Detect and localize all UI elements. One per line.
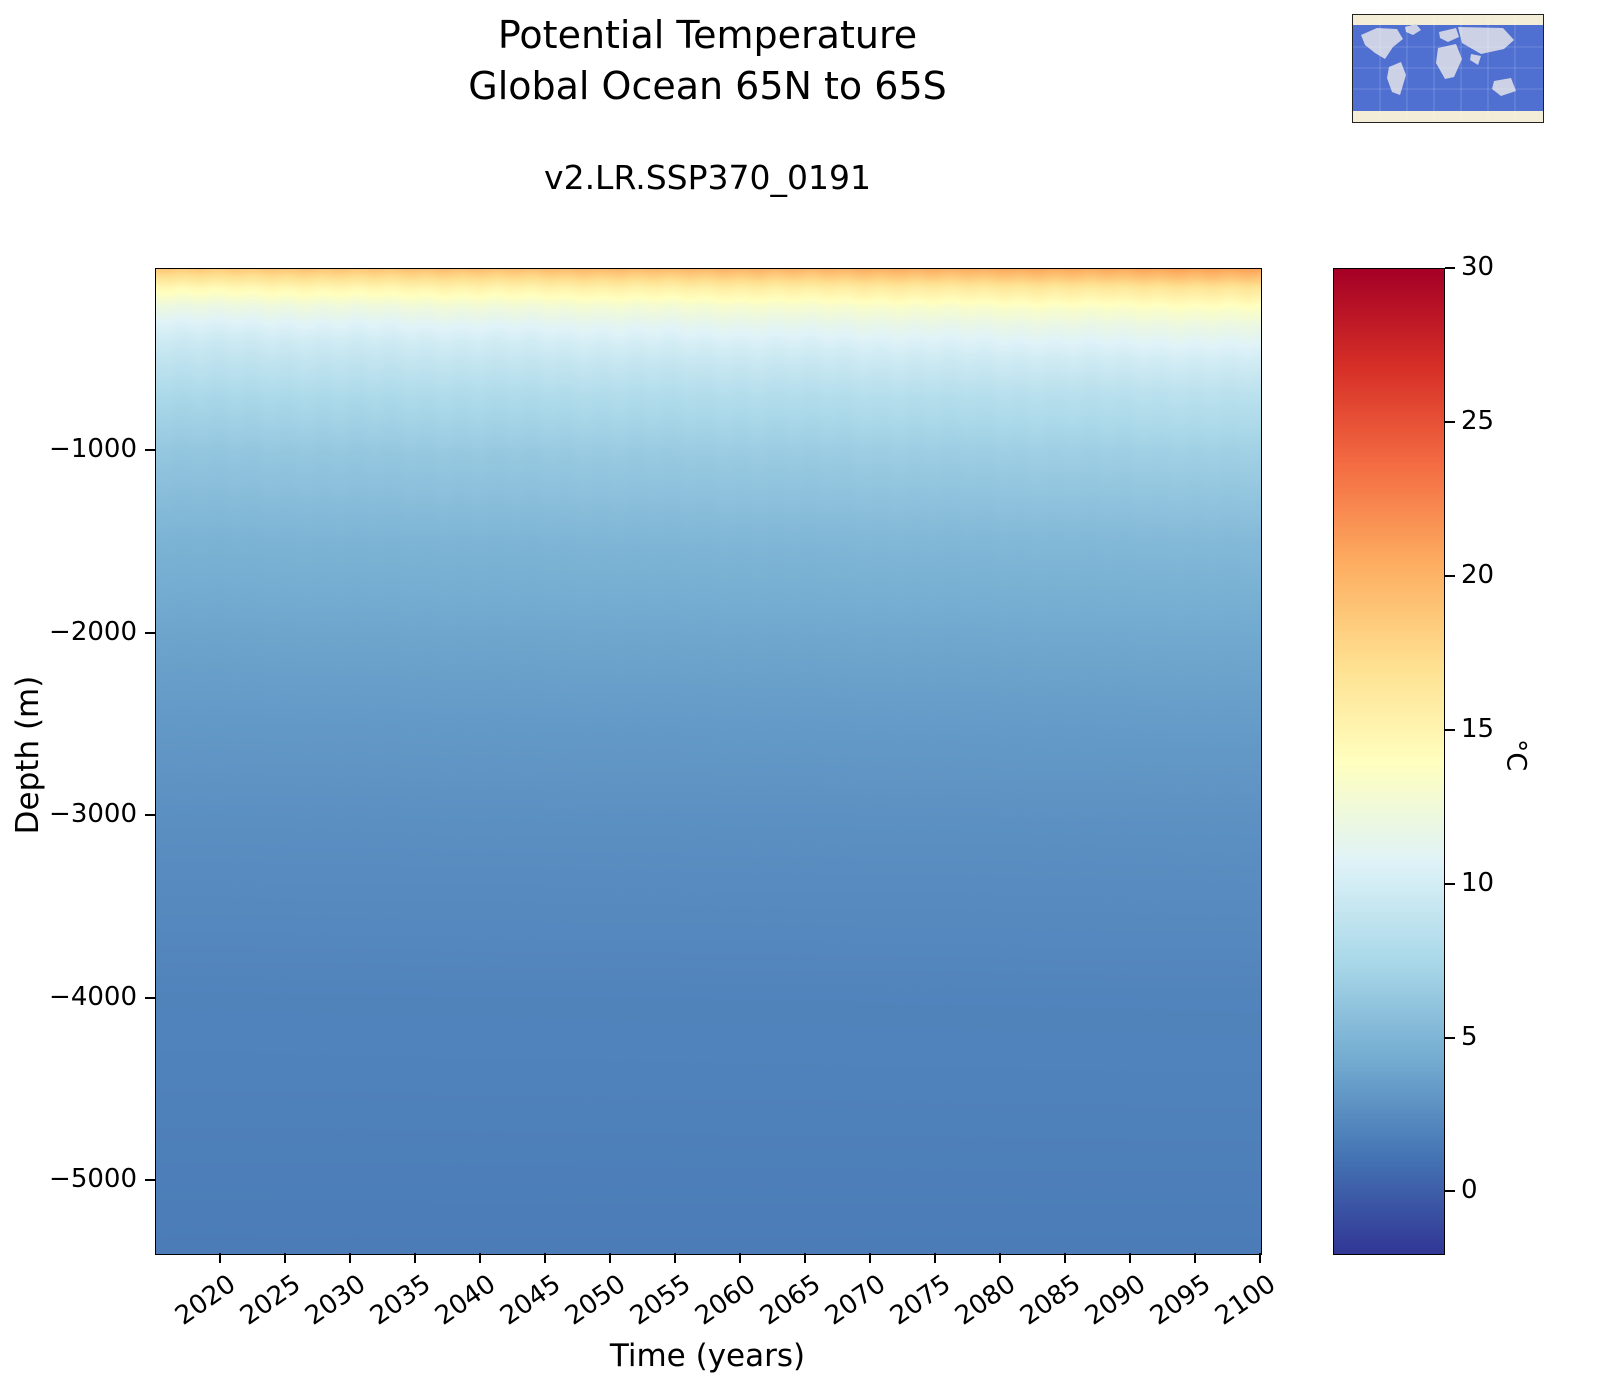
x-tick-label: 2050: [559, 1269, 632, 1332]
continent-north-america: [1361, 28, 1403, 59]
colorbar-tick-label: 10: [1461, 867, 1495, 898]
y-tick-label: −1000: [49, 434, 137, 465]
x-tick-mark: [544, 1253, 546, 1263]
colorbar-tick-mark: [1445, 1190, 1455, 1193]
continent-asia: [1458, 27, 1514, 54]
colorbar-tick-label: 15: [1461, 713, 1495, 744]
continent-south-america: [1387, 62, 1406, 95]
x-tick-mark: [284, 1253, 286, 1263]
continent-australia: [1492, 78, 1516, 96]
x-tick-label: 2020: [169, 1269, 242, 1332]
chart-title-line1: Potential Temperature: [497, 13, 918, 57]
continent-greenland: [1405, 24, 1421, 35]
y-tick-mark: [145, 631, 155, 634]
x-tick-mark: [1064, 1253, 1066, 1263]
continent-africa: [1436, 44, 1462, 79]
x-tick-mark: [674, 1253, 676, 1263]
x-tick-mark: [479, 1253, 481, 1263]
map-continents: [1361, 24, 1516, 96]
chart-title: Potential Temperature Global Ocean 65N t…: [155, 10, 1260, 113]
x-tick-label: 2065: [754, 1269, 827, 1332]
colorbar-canvas: [1334, 269, 1444, 1254]
map-graticule: [1353, 15, 1543, 122]
colorbar-tick-mark: [1445, 728, 1455, 731]
x-tick-mark: [1129, 1253, 1131, 1263]
x-tick-label: 2045: [494, 1269, 567, 1332]
heatmap-canvas: [156, 269, 1261, 1254]
x-tick-label: 2085: [1014, 1269, 1087, 1332]
x-tick-mark: [1259, 1253, 1261, 1263]
y-tick-label: −5000: [49, 1164, 137, 1195]
x-tick-mark: [414, 1253, 416, 1263]
y-tick-mark: [145, 814, 155, 817]
x-tick-mark: [999, 1253, 1001, 1263]
x-tick-label: 2030: [299, 1269, 372, 1332]
x-tick-mark: [349, 1253, 351, 1263]
chart-title-line2: Global Ocean 65N to 65S: [468, 64, 947, 109]
y-tick-label: −4000: [49, 981, 137, 1012]
x-tick-mark: [1194, 1253, 1196, 1263]
x-tick-label: 2080: [949, 1269, 1022, 1332]
y-tick-label: −3000: [49, 799, 137, 830]
x-tick-mark: [804, 1253, 806, 1263]
x-tick-label: 2095: [1144, 1269, 1217, 1332]
y-tick-label: −2000: [49, 616, 137, 647]
y-tick-mark: [145, 1179, 155, 1182]
colorbar: [1333, 268, 1445, 1255]
colorbar-tick-mark: [1445, 882, 1455, 885]
x-tick-label: 2090: [1079, 1269, 1152, 1332]
world-map-inset: [1352, 14, 1544, 123]
colorbar-tick-mark: [1445, 267, 1455, 269]
x-tick-label: 2100: [1209, 1269, 1282, 1332]
colorbar-tick-label: 5: [1461, 1021, 1478, 1052]
colorbar-tick-mark: [1445, 420, 1455, 423]
x-tick-label: 2070: [819, 1269, 892, 1332]
colorbar-tick-label: 25: [1461, 405, 1495, 436]
x-tick-mark: [934, 1253, 936, 1263]
continent-india-sea: [1470, 54, 1481, 65]
x-tick-label: 2075: [884, 1269, 957, 1332]
y-tick-mark: [145, 449, 155, 452]
x-tick-mark: [219, 1253, 221, 1263]
colorbar-tick-mark: [1445, 1036, 1455, 1039]
heatmap-plot-area: [155, 268, 1262, 1255]
x-tick-mark: [869, 1253, 871, 1263]
colorbar-tick-label: 20: [1461, 559, 1495, 590]
x-tick-mark: [609, 1253, 611, 1263]
x-tick-label: 2025: [234, 1269, 307, 1332]
chart-subtitle: v2.LR.SSP370_0191: [544, 158, 871, 197]
continent-europe: [1439, 28, 1459, 42]
x-tick-label: 2055: [624, 1269, 697, 1332]
x-tick-label: 2035: [364, 1269, 437, 1332]
x-tick-mark: [739, 1253, 741, 1263]
x-tick-label: 2040: [429, 1269, 502, 1332]
colorbar-tick-label: 0: [1461, 1175, 1478, 1206]
x-axis-label: Time (years): [609, 1338, 806, 1374]
x-tick-label: 2060: [689, 1269, 762, 1332]
colorbar-unit-label: °C: [1500, 738, 1532, 772]
y-tick-mark: [145, 996, 155, 999]
colorbar-tick-label: 30: [1461, 252, 1495, 282]
colorbar-tick-mark: [1445, 574, 1455, 577]
